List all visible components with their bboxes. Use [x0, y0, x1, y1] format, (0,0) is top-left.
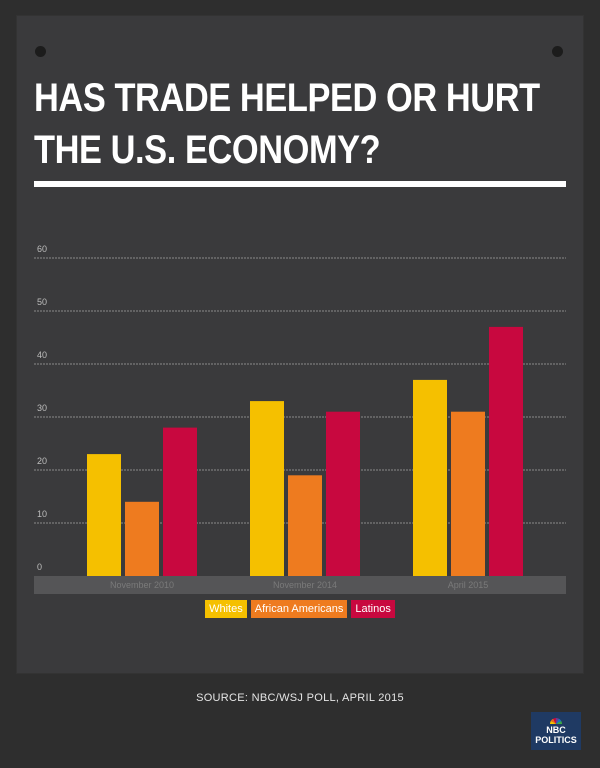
y-tick-label: 50: [37, 297, 47, 307]
pin-right-icon: [552, 46, 563, 57]
x-tick-label: November 2014: [273, 580, 337, 590]
title-underline: [34, 181, 566, 187]
chart-title: HAS TRADE HELPED OR HURT THE U.S. ECONOM…: [34, 72, 540, 176]
bar-latinos-0: [163, 427, 197, 576]
source-note: SOURCE: NBC/WSJ POLL, APRIL 2015: [196, 692, 404, 704]
y-tick-label: 40: [37, 350, 47, 360]
logo-line-1: NBC: [546, 724, 566, 735]
legend-item-latinos: Latinos: [351, 600, 395, 618]
bar-whites-1: [250, 401, 284, 576]
bar-whites-0: [87, 454, 121, 576]
bar-african-americans-2: [451, 411, 485, 576]
y-tick-label: 20: [37, 456, 47, 466]
bar-whites-2: [413, 379, 447, 576]
x-tick-label: November 2010: [110, 580, 174, 590]
y-tick-label: 30: [37, 403, 47, 413]
y-tick-label: 60: [37, 244, 47, 254]
pin-left-icon: [35, 46, 46, 57]
legend-item-whites: Whites: [205, 600, 247, 618]
logo-line-2: POLITICS: [535, 734, 577, 745]
legend: Whites African Americans Latinos: [0, 600, 600, 618]
bar-chart: 0 10 20 30 40 50 60 November 2010 November 2014 A…: [34, 244, 566, 594]
y-tick-label: 10: [37, 509, 47, 519]
nbc-politics-logo: NBC POLITICS: [531, 712, 581, 750]
x-tick-label: April 2015: [448, 580, 489, 590]
bar-african-americans-0: [125, 501, 159, 576]
x-axis-band: [34, 576, 566, 594]
bar-latinos-2: [489, 326, 523, 576]
title-line-2: THE U.S. ECONOMY?: [34, 128, 381, 172]
y-tick-label: 0: [37, 562, 42, 572]
legend-item-african-americans: African Americans: [250, 600, 348, 618]
bar-african-americans-1: [288, 475, 322, 576]
peacock-icon: [550, 717, 562, 724]
title-line-1: HAS TRADE HELPED OR HURT: [34, 76, 540, 120]
bar-latinos-1: [326, 411, 360, 576]
